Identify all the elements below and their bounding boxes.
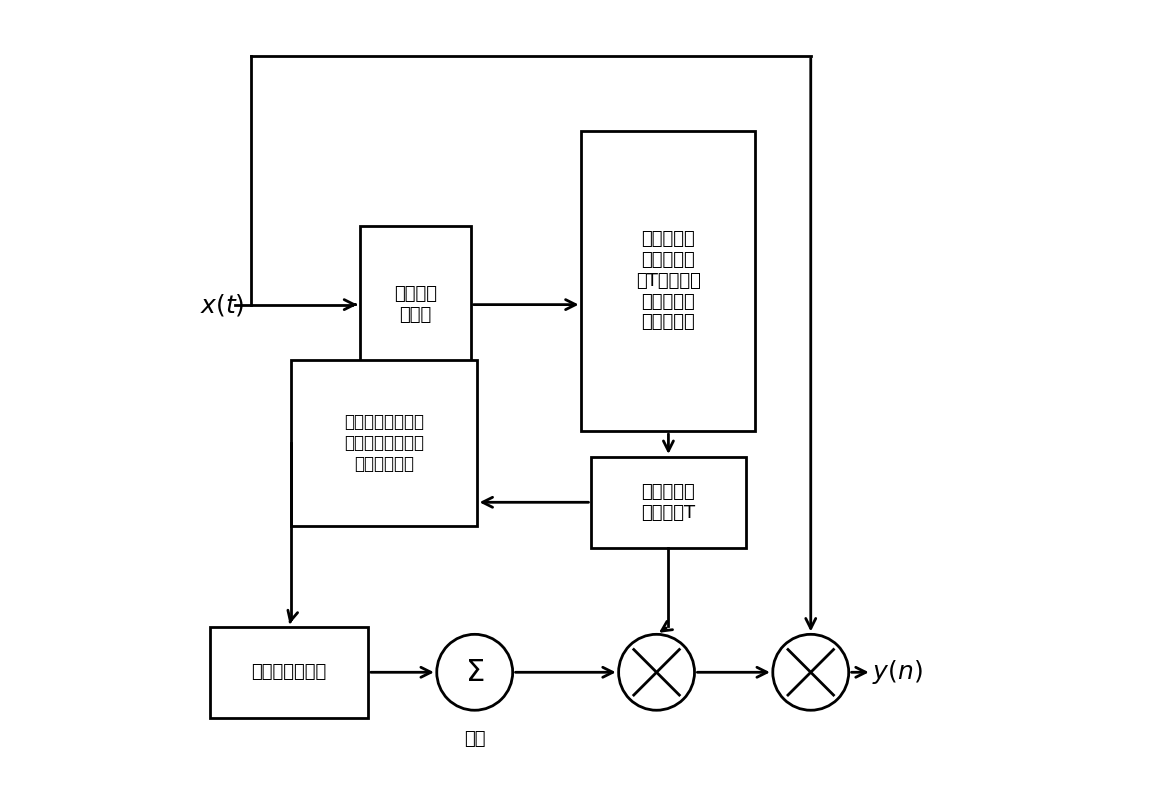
Text: $x(t)$: $x(t)$: [200, 292, 244, 318]
Bar: [210, 627, 368, 718]
Text: 获取零值部
分的时间长
度T，在非零
值输出；零
值时不工作: 获取零值部 分的时间长 度T，在非零 值输出；零 值时不工作: [636, 230, 701, 332]
Text: 零值时使随机序列
产生器不工作；非
零值使其工作: 零值时使随机序列 产生器不工作；非 零值使其工作: [344, 413, 424, 473]
Bar: [591, 457, 745, 548]
Text: 随机序列产生器: 随机序列产生器: [252, 663, 327, 682]
Text: 零值部分的
时间长度T: 零值部分的 时间长度T: [641, 483, 695, 522]
Text: $y(n)$: $y(n)$: [872, 658, 923, 686]
Bar: [360, 225, 471, 384]
Text: 脉冲边沿
探测器: 脉冲边沿 探测器: [394, 285, 437, 324]
Text: 累加: 累加: [464, 730, 485, 748]
Text: $\Sigma$: $\Sigma$: [465, 658, 484, 687]
Bar: [291, 360, 477, 526]
Bar: [581, 131, 755, 431]
